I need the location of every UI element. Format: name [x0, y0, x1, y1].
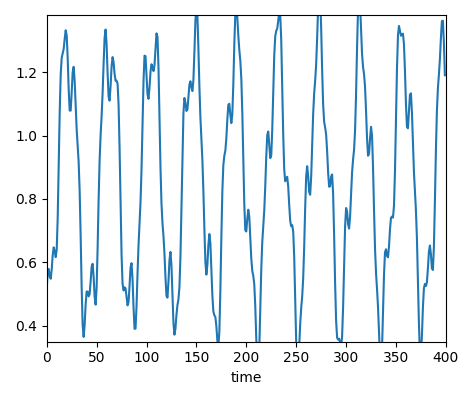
X-axis label: time: time: [231, 371, 262, 385]
